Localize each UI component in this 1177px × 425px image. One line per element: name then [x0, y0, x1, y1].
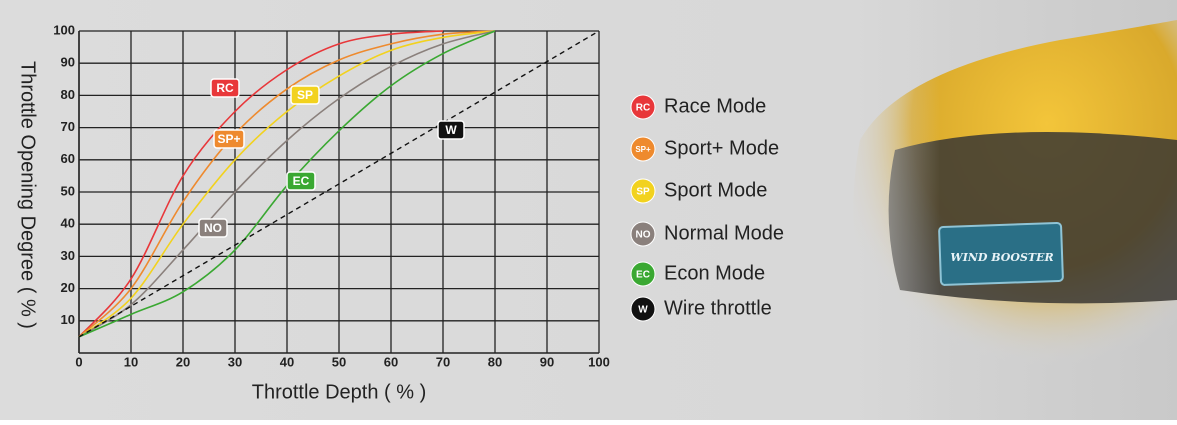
legend-label: Sport+ Mode	[664, 137, 779, 159]
legend-icon	[630, 94, 656, 120]
y-tick-label: 20	[61, 280, 75, 295]
legend-icon	[630, 261, 656, 287]
y-tick-label: 90	[61, 55, 75, 70]
legend-icon	[630, 136, 656, 162]
curve-badge-text: W	[445, 123, 457, 137]
curve-badge-text: SP	[297, 88, 313, 102]
legend-label: Normal Mode	[664, 222, 784, 244]
legend-icon	[630, 296, 656, 322]
curve-badge	[198, 218, 228, 238]
curve-badge-text: NO	[204, 221, 222, 235]
x-tick-label: 50	[332, 354, 346, 369]
plate-text: WIND BOOSTER	[950, 251, 1053, 264]
legend-icon-text: EC	[636, 270, 650, 281]
x-tick-label: 10	[124, 354, 138, 369]
curve-badge	[213, 129, 245, 149]
x-tick-label: 70	[436, 354, 450, 369]
x-tick-label: 80	[488, 354, 502, 369]
x-tick-label: 30	[228, 354, 242, 369]
series-line	[78, 30, 496, 338]
y-tick-label: 40	[61, 216, 75, 231]
legend-icon-text: RC	[636, 103, 650, 114]
legend-icon-text: SP+	[635, 145, 651, 154]
y-tick-label: 80	[61, 87, 75, 102]
legend-label: Wire throttle	[664, 297, 772, 319]
y-tick-label: 10	[61, 312, 75, 327]
x-tick-label: 40	[280, 354, 294, 369]
curve-badge-text: SP+	[217, 132, 240, 146]
legend-icon-text: NO	[636, 230, 651, 241]
x-tick-label: 100	[588, 354, 610, 369]
y-tick-label: 50	[61, 183, 75, 198]
car-photo: WIND BOOSTER	[820, 0, 1177, 420]
curve-badge	[437, 120, 465, 140]
series-line	[78, 30, 444, 338]
x-tick-label: 90	[540, 354, 554, 369]
curve-badge-text: RC	[216, 81, 234, 95]
legend-icon-text: SP	[636, 187, 650, 198]
curve-badge-text: EC	[293, 174, 310, 188]
x-tick-label: 60	[384, 354, 398, 369]
x-tick-label: 20	[176, 354, 190, 369]
curve-badge	[290, 85, 320, 105]
series-line	[78, 30, 496, 338]
series-line	[78, 30, 600, 338]
legend-icon	[630, 221, 656, 247]
x-tick-label: 0	[75, 354, 82, 369]
y-tick-label: 30	[61, 248, 75, 263]
curve-badge	[210, 78, 240, 98]
x-axis-label: Throttle Depth ( % )	[252, 381, 427, 403]
legend-label: Sport Mode	[664, 179, 767, 201]
y-tick-label: 70	[61, 119, 75, 134]
y-tick-label: 100	[53, 22, 75, 37]
curve-badge	[286, 171, 316, 191]
legend-icon-text: W	[638, 305, 648, 316]
y-axis-label: Throttle Opening Degree ( % )	[17, 61, 39, 329]
legend-label: Econ Mode	[664, 262, 765, 284]
series-line	[78, 30, 496, 338]
legend-icon	[630, 178, 656, 204]
legend-label: Race Mode	[664, 95, 766, 117]
y-tick-label: 60	[61, 151, 75, 166]
